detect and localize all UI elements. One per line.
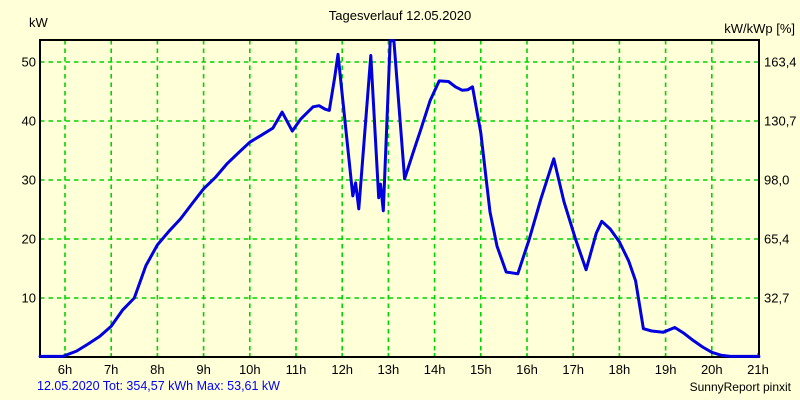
x-axis-tick-label: 17h	[562, 362, 584, 377]
x-axis-tick-label: 9h	[196, 362, 210, 377]
pv-power-curve	[38, 39, 761, 358]
right-axis-tick-label: 130,7	[764, 114, 797, 129]
summary-text: 12.05.2020 Tot: 354,57 kWh Max: 53,61 kW	[37, 379, 280, 393]
left-axis-tick-label: 40	[22, 114, 36, 129]
chart-title: Tagesverlauf 12.05.2020	[328, 8, 472, 23]
x-axis-tick-label: 19h	[655, 362, 677, 377]
right-axis-tick-label: 65,4	[764, 232, 789, 247]
x-axis-tick-label: 16h	[516, 362, 538, 377]
right-axis-tick-label: 163,4	[764, 55, 797, 70]
x-axis-tick-label: 10h	[239, 362, 261, 377]
x-axis-tick-label: 21h	[747, 362, 769, 377]
x-axis-tick-label: 18h	[609, 362, 631, 377]
x-axis-tick-label: 15h	[470, 362, 492, 377]
x-axis-tick-label: 7h	[104, 362, 118, 377]
left-axis-tick-label: 10	[22, 291, 36, 306]
x-axis-tick-label: 11h	[286, 362, 307, 377]
plot-frame	[39, 39, 760, 358]
right-axis-unit-label: kW/kWp [%]	[724, 21, 795, 36]
x-axis-tick-label: 8h	[150, 362, 164, 377]
x-axis-tick-label: 14h	[424, 362, 446, 377]
x-axis-tick-label: 20h	[701, 362, 723, 377]
left-axis-tick-label: 50	[22, 55, 36, 70]
left-axis-tick-label: 20	[22, 232, 36, 247]
credit-text: SunnyReport pinxit	[689, 380, 791, 394]
x-axis-tick-label: 12h	[331, 362, 353, 377]
left-axis-unit-label: kW	[29, 15, 48, 30]
right-axis-tick-label: 32,7	[764, 291, 789, 306]
x-axis-tick-label: 13h	[378, 362, 400, 377]
x-axis-tick-label: 6h	[58, 362, 72, 377]
right-axis-tick-label: 98,0	[764, 173, 789, 188]
left-axis-tick-label: 30	[22, 173, 36, 188]
